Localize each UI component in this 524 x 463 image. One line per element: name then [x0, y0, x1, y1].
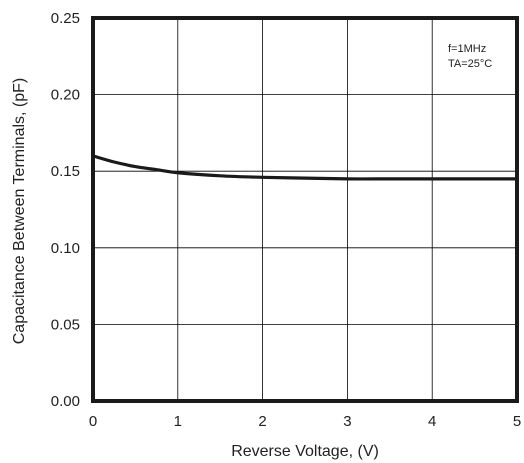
annotation-temperature: TA=25°C — [448, 58, 492, 70]
y-axis-title: Capacitance Between Terminals, (pF) — [11, 78, 28, 345]
annotation-frequency: f=1MHz — [448, 43, 486, 55]
series-group — [91, 154, 519, 181]
plot-frame — [91, 16, 519, 403]
x-tick-label: 4 — [428, 413, 436, 430]
y-tick-label: 0.05 — [51, 316, 80, 333]
y-tick-label: 0.10 — [51, 240, 80, 257]
x-tick-label: 3 — [343, 413, 351, 430]
x-tick-label: 5 — [513, 413, 521, 430]
series-line-0 — [91, 154, 519, 181]
y-tick-label: 0.00 — [51, 393, 80, 410]
y-tick-label: 0.20 — [51, 87, 80, 104]
x-axis-title: Reverse Voltage, (V) — [231, 443, 379, 460]
x-tick-labels: 0 1 2 3 4 5 — [89, 413, 521, 430]
grid — [92, 17, 518, 402]
y-tick-label: 0.25 — [51, 10, 80, 27]
y-tick-label: 0.15 — [51, 163, 80, 180]
x-tick-label: 1 — [174, 413, 182, 430]
y-tick-labels: 0.00 0.05 0.10 0.15 0.20 0.25 — [51, 10, 80, 410]
x-tick-label: 2 — [258, 413, 266, 430]
x-tick-label: 0 — [89, 413, 97, 430]
